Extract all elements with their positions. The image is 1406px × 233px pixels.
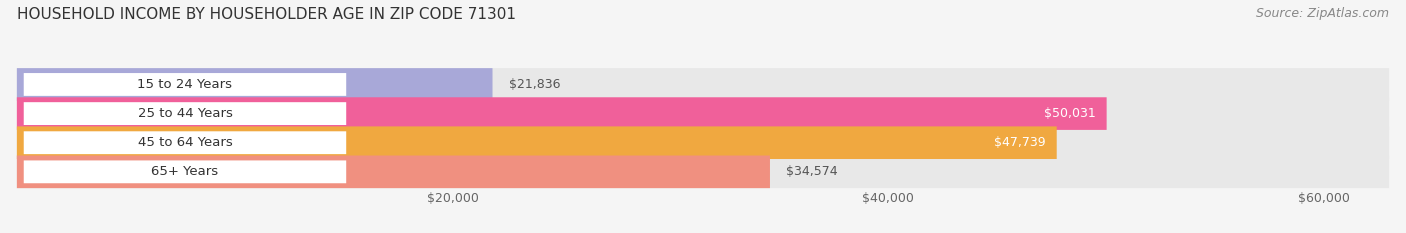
FancyBboxPatch shape bbox=[24, 102, 346, 125]
FancyBboxPatch shape bbox=[17, 126, 1389, 159]
Text: HOUSEHOLD INCOME BY HOUSEHOLDER AGE IN ZIP CODE 71301: HOUSEHOLD INCOME BY HOUSEHOLDER AGE IN Z… bbox=[17, 7, 516, 22]
FancyBboxPatch shape bbox=[17, 68, 1389, 101]
Text: 25 to 44 Years: 25 to 44 Years bbox=[138, 107, 232, 120]
FancyBboxPatch shape bbox=[17, 97, 1389, 130]
FancyBboxPatch shape bbox=[17, 156, 770, 188]
FancyBboxPatch shape bbox=[17, 156, 1389, 188]
Text: $50,031: $50,031 bbox=[1043, 107, 1095, 120]
FancyBboxPatch shape bbox=[17, 126, 1057, 159]
FancyBboxPatch shape bbox=[24, 131, 346, 154]
FancyBboxPatch shape bbox=[17, 68, 492, 101]
Text: $21,836: $21,836 bbox=[509, 78, 561, 91]
FancyBboxPatch shape bbox=[24, 73, 346, 96]
FancyBboxPatch shape bbox=[24, 160, 346, 183]
Text: Source: ZipAtlas.com: Source: ZipAtlas.com bbox=[1256, 7, 1389, 20]
Text: 45 to 64 Years: 45 to 64 Years bbox=[138, 136, 232, 149]
FancyBboxPatch shape bbox=[17, 97, 1107, 130]
Text: 15 to 24 Years: 15 to 24 Years bbox=[138, 78, 232, 91]
Text: $34,574: $34,574 bbox=[786, 165, 838, 178]
Text: $47,739: $47,739 bbox=[994, 136, 1046, 149]
Text: 65+ Years: 65+ Years bbox=[152, 165, 218, 178]
